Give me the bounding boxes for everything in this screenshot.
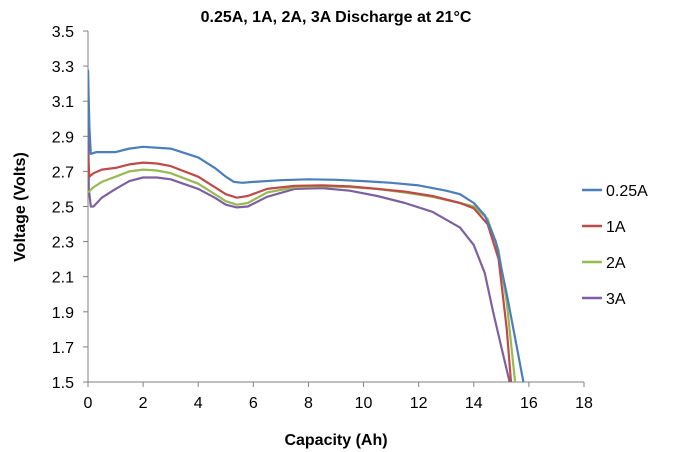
y-tick-label: 1.7 [52, 340, 74, 357]
y-tick-label: 2.7 [52, 164, 74, 181]
y-tick-label: 3.3 [52, 59, 74, 76]
legend-label: 2A [606, 255, 626, 272]
legend: 0.25A 1A 2A 3A [582, 183, 648, 308]
x-axis-ticks: 0 2 4 6 8 10 12 14 16 18 [84, 382, 593, 412]
x-tick-label: 16 [520, 395, 538, 412]
legend-label: 1A [606, 219, 626, 236]
y-tick-label: 2.9 [52, 129, 74, 146]
y-tick-label: 3.1 [52, 94, 74, 111]
y-tick-label: 2.3 [52, 235, 74, 252]
x-axis-title: Capacity (Ah) [284, 432, 387, 449]
x-tick-label: 14 [465, 395, 483, 412]
legend-label: 3A [606, 291, 626, 308]
series-line-2a [88, 168, 517, 382]
x-tick-label: 18 [575, 395, 593, 412]
y-tick-label: 2.5 [52, 200, 74, 217]
y-tick-label: 2.1 [52, 270, 74, 287]
series-line-0-25a [88, 69, 525, 382]
y-tick-label: 3.5 [52, 24, 74, 41]
x-tick-label: 12 [410, 395, 428, 412]
y-tick-label: 1.9 [52, 305, 74, 322]
x-tick-label: 10 [355, 395, 373, 412]
legend-label: 0.25A [606, 183, 648, 200]
x-tick-label: 4 [194, 395, 203, 412]
x-tick-label: 2 [139, 395, 148, 412]
x-tick-label: 8 [304, 395, 313, 412]
series-line-1a [88, 153, 513, 382]
x-tick-label: 0 [84, 395, 93, 412]
y-axis-title: Voltage (Volts) [12, 152, 29, 262]
chart-title: 0.25A, 1A, 2A, 3A Discharge at 21°C [201, 9, 472, 26]
y-axis-ticks: 1.5 1.7 1.9 2.1 2.3 2.5 2.7 2.9 3.1 3.3 3.5 [52, 24, 88, 392]
series-line-3a [88, 71, 511, 382]
y-tick-label: 1.5 [52, 375, 74, 392]
series-lines [88, 69, 525, 382]
x-tick-label: 6 [249, 395, 258, 412]
